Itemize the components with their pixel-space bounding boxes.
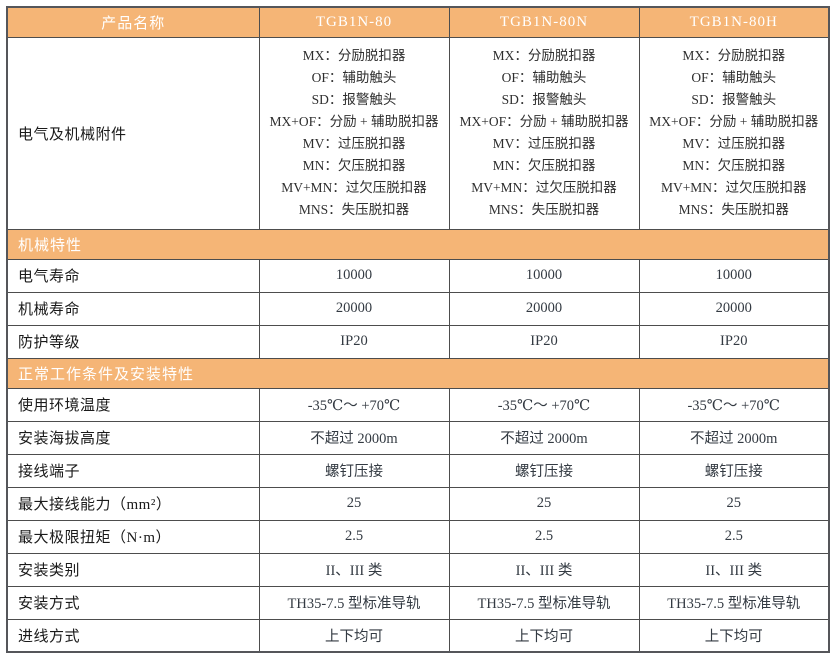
row-value: 20000 xyxy=(638,291,830,326)
product-column-header-1: TGB1N-80 xyxy=(258,6,450,38)
table-header-row: 产品名称 TGB1N-80 TGB1N-80N TGB1N-80H xyxy=(6,6,830,38)
table-row: 机械寿命 20000 20000 20000 xyxy=(6,291,830,326)
row-value: 2.5 xyxy=(448,519,640,554)
row-value: 螺钉压接 xyxy=(448,453,640,488)
product-name-header: 产品名称 xyxy=(6,6,260,38)
table-row: 安装方式 TH35-7.5 型标准导轨 TH35-7.5 型标准导轨 TH35-… xyxy=(6,585,830,620)
accessory-line: MN：欠压脱扣器 xyxy=(682,158,786,173)
row-label: 电气寿命 xyxy=(6,258,260,293)
accessory-line: MV+MN：过欠压脱扣器 xyxy=(660,180,807,195)
accessory-line: MX+OF：分励 + 辅助脱扣器 xyxy=(649,114,819,129)
table-row: 安装类别 II、III 类 II、III 类 II、III 类 xyxy=(6,552,830,587)
row-value: 上下均可 xyxy=(258,618,450,653)
section-header-mechanical: 机械特性 xyxy=(6,228,830,260)
row-value: IP20 xyxy=(638,324,830,359)
accessory-line: MN：欠压脱扣器 xyxy=(492,158,596,173)
row-value: -35℃～ +70℃ xyxy=(258,387,450,422)
row-value: 2.5 xyxy=(638,519,830,554)
row-label: 最大接线能力（mm²） xyxy=(6,486,260,521)
accessory-line: MX+OF：分励 + 辅助脱扣器 xyxy=(459,114,629,129)
accessory-line: MNS：失压脱扣器 xyxy=(298,202,410,217)
table-row: 最大极限扭矩（N·m） 2.5 2.5 2.5 xyxy=(6,519,830,554)
accessory-line: OF：辅助触头 xyxy=(501,70,587,85)
table-row: 防护等级 IP20 IP20 IP20 xyxy=(6,324,830,359)
section-header-working-conditions: 正常工作条件及安装特性 xyxy=(6,357,830,389)
row-value: TH35-7.5 型标准导轨 xyxy=(448,585,640,620)
row-value: 25 xyxy=(638,486,830,521)
row-label: 最大极限扭矩（N·m） xyxy=(6,519,260,554)
row-label: 防护等级 xyxy=(6,324,260,359)
row-value: 25 xyxy=(258,486,450,521)
accessory-line: MV：过压脱扣器 xyxy=(682,136,786,151)
table-row: 进线方式 上下均可 上下均可 上下均可 xyxy=(6,618,830,653)
accessories-list-col1: MX：分励脱扣器 OF：辅助触头 SD：报警触头 MX+OF：分励 + 辅助脱扣器 MV… xyxy=(258,36,450,230)
table-row: 接线端子 螺钉压接 螺钉压接 螺钉压接 xyxy=(6,453,830,488)
accessory-line: MNS：失压脱扣器 xyxy=(488,202,600,217)
row-value: 螺钉压接 xyxy=(258,453,450,488)
row-value: 上下均可 xyxy=(638,618,830,653)
row-label: 机械寿命 xyxy=(6,291,260,326)
row-value: 不超过 2000m xyxy=(638,420,830,455)
accessory-line: SD：报警触头 xyxy=(691,92,777,107)
row-value: 25 xyxy=(448,486,640,521)
row-value: IP20 xyxy=(258,324,450,359)
table-row: 最大接线能力（mm²） 25 25 25 xyxy=(6,486,830,521)
table-row: 安装海拔高度 不超过 2000m 不超过 2000m 不超过 2000m xyxy=(6,420,830,455)
accessory-line: MV：过压脱扣器 xyxy=(492,136,596,151)
row-value: 不超过 2000m xyxy=(448,420,640,455)
accessory-line: MV+MN：过欠压脱扣器 xyxy=(281,180,427,195)
accessory-line: MV+MN：过欠压脱扣器 xyxy=(471,180,617,195)
accessories-row-label: 电气及机械附件 xyxy=(6,36,260,230)
row-value: 10000 xyxy=(448,258,640,293)
row-label: 安装方式 xyxy=(6,585,260,620)
row-value: 2.5 xyxy=(258,519,450,554)
row-value: 不超过 2000m xyxy=(258,420,450,455)
accessory-line: MNS：失压脱扣器 xyxy=(678,202,789,217)
accessory-line: MX+OF：分励 + 辅助脱扣器 xyxy=(269,114,439,129)
row-value: 20000 xyxy=(258,291,450,326)
table-row: 使用环境温度 -35℃～ +70℃ -35℃～ +70℃ -35℃～ +70℃ xyxy=(6,387,830,422)
section-title: 正常工作条件及安装特性 xyxy=(6,357,830,389)
product-column-header-3: TGB1N-80H xyxy=(638,6,830,38)
accessory-line: SD：报警触头 xyxy=(501,92,587,107)
row-label: 使用环境温度 xyxy=(6,387,260,422)
accessories-list-col2: MX：分励脱扣器 OF：辅助触头 SD：报警触头 MX+OF：分励 + 辅助脱扣器 MV… xyxy=(448,36,640,230)
accessory-line: MN：欠压脱扣器 xyxy=(302,158,406,173)
accessory-line: MX：分励脱扣器 xyxy=(682,48,786,63)
row-value: 20000 xyxy=(448,291,640,326)
accessories-row: 电气及机械附件 MX：分励脱扣器 OF：辅助触头 SD：报警触头 MX+OF：分励 +… xyxy=(6,36,830,230)
accessory-line: OF：辅助触头 xyxy=(691,70,777,85)
row-value: TH35-7.5 型标准导轨 xyxy=(638,585,830,620)
row-label: 安装类别 xyxy=(6,552,260,587)
section-title: 机械特性 xyxy=(6,228,830,260)
row-label: 进线方式 xyxy=(6,618,260,653)
row-value: -35℃～ +70℃ xyxy=(448,387,640,422)
row-value: II、III 类 xyxy=(448,552,640,587)
row-label: 安装海拔高度 xyxy=(6,420,260,455)
accessory-line: MX：分励脱扣器 xyxy=(302,48,406,63)
table-row: 电气寿命 10000 10000 10000 xyxy=(6,258,830,293)
row-value: 10000 xyxy=(638,258,830,293)
row-value: II、III 类 xyxy=(258,552,450,587)
row-value: 螺钉压接 xyxy=(638,453,830,488)
accessory-line: OF：辅助触头 xyxy=(311,70,397,85)
accessory-line: SD：报警触头 xyxy=(311,92,397,107)
product-spec-table: 产品名称 TGB1N-80 TGB1N-80N TGB1N-80H 电气及机械附… xyxy=(6,6,830,653)
row-value: II、III 类 xyxy=(638,552,830,587)
row-value: 10000 xyxy=(258,258,450,293)
row-value: IP20 xyxy=(448,324,640,359)
product-column-header-2: TGB1N-80N xyxy=(448,6,640,38)
row-value: -35℃～ +70℃ xyxy=(638,387,830,422)
accessories-list-col3: MX：分励脱扣器 OF：辅助触头 SD：报警触头 MX+OF：分励 + 辅助脱扣器 MV… xyxy=(638,36,830,230)
accessory-line: MX：分励脱扣器 xyxy=(492,48,596,63)
row-value: 上下均可 xyxy=(448,618,640,653)
accessory-line: MV：过压脱扣器 xyxy=(302,136,406,151)
row-value: TH35-7.5 型标准导轨 xyxy=(258,585,450,620)
row-label: 接线端子 xyxy=(6,453,260,488)
